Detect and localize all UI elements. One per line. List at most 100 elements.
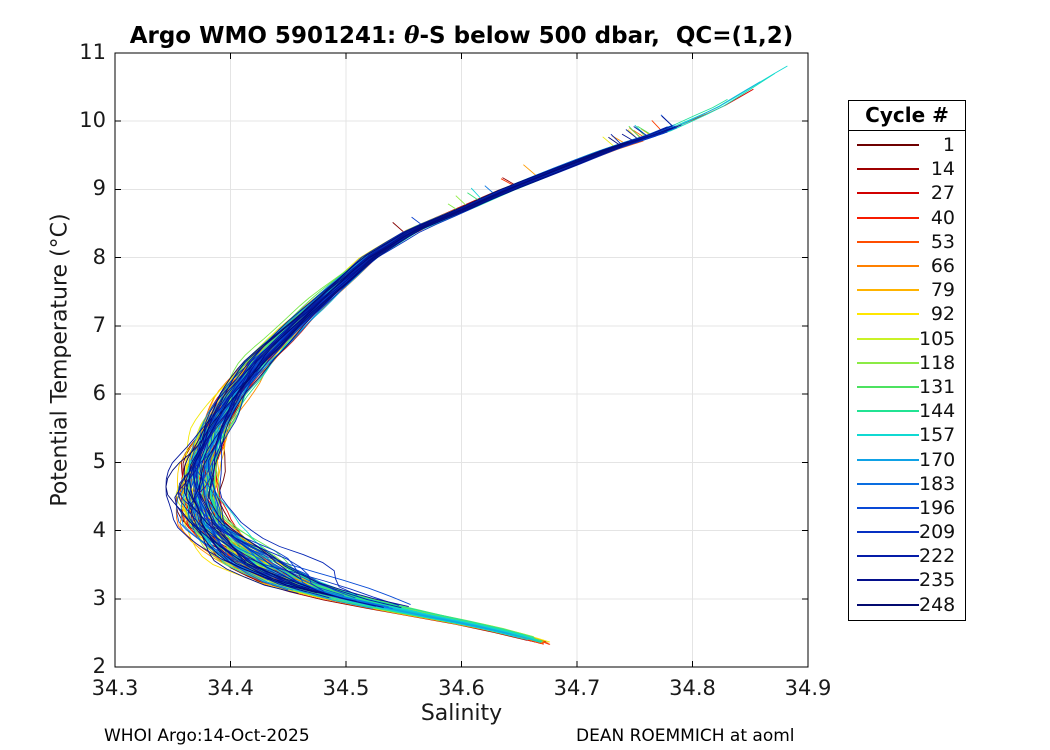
legend-entry: 92 [857, 302, 955, 326]
legend-line-sample [857, 144, 919, 147]
legend-line-sample [857, 337, 919, 340]
x-tick-label: 34.3 [91, 676, 139, 700]
legend-entry: 27 [857, 181, 955, 205]
legend-cycle-label: 92 [930, 303, 955, 326]
profile-line [207, 131, 668, 642]
legend-line-sample [857, 361, 919, 364]
legend-line-sample [857, 555, 919, 558]
legend-entry: 209 [857, 520, 955, 544]
legend-cycle-label: 118 [919, 351, 956, 374]
profile-line [206, 133, 656, 606]
legend-entry: 144 [857, 399, 955, 423]
legend-entry: 183 [857, 472, 955, 496]
legend-line-sample [857, 265, 919, 268]
legend-line-sample [857, 313, 919, 316]
legend-cycle-label: 170 [919, 448, 956, 471]
legend-cycle-label: 235 [919, 569, 956, 592]
legend-cycle-label: 14 [930, 158, 955, 181]
legend-cycle-label: 157 [919, 424, 956, 447]
x-tick-label: 34.5 [322, 676, 370, 700]
legend-entry: 53 [857, 230, 955, 254]
profile-line [183, 141, 629, 597]
legend-entry: 1 [857, 133, 955, 157]
footer-right-text: DEAN ROEMMICH at aoml [576, 726, 795, 746]
y-tick-label: 9 [92, 176, 106, 201]
legend-entry: 118 [857, 351, 955, 375]
profile-line [174, 126, 668, 587]
legend-entry: 40 [857, 206, 955, 230]
legend-line-sample [857, 216, 919, 219]
profile-line [205, 81, 761, 643]
legend-line-sample [857, 458, 919, 461]
profile-line [208, 138, 641, 580]
x-tick-label: 34.7 [553, 676, 601, 700]
legend-entries: 1 14 27 40 53 66 79 92 105 118 131 144 157 170 183 196 2… [849, 131, 965, 620]
legend-entry: 105 [857, 327, 955, 351]
x-axis-label: Salinity [420, 701, 503, 726]
y-tick-label: 11 [79, 40, 106, 64]
legend-line-sample [857, 506, 919, 509]
profiles-group [165, 65, 788, 645]
legend-line-sample [857, 410, 919, 413]
profile-line [176, 114, 673, 579]
legend-divider [849, 130, 965, 131]
legend-entry: 14 [857, 157, 955, 181]
legend-entry: 66 [857, 254, 955, 278]
legend-entry: 157 [857, 423, 955, 447]
y-tick-label: 3 [92, 585, 106, 610]
y-tick-label: 6 [92, 381, 106, 406]
profile-line [210, 127, 644, 642]
legend-entry: 131 [857, 375, 955, 399]
legend-line-sample [857, 168, 919, 171]
legend-line-sample [857, 434, 919, 437]
legend-line-sample [857, 603, 919, 606]
chart-title: Argo WMO 5901241: θ-S below 500 dbar, QC… [115, 22, 808, 49]
legend: Cycle # 1 14 27 40 53 66 79 92 105 118 131 144 157 17… [848, 100, 966, 621]
profile-line [165, 143, 624, 594]
title-suffix: -S below 500 dbar, QC=(1,2) [419, 23, 794, 49]
profile-line [207, 133, 623, 607]
legend-line-sample [857, 240, 919, 243]
legend-line-sample [857, 385, 919, 388]
profile-line [199, 126, 669, 609]
profile-line [207, 124, 682, 608]
profile-line [208, 135, 657, 596]
legend-cycle-label: 248 [919, 593, 956, 616]
y-tick-label: 5 [92, 449, 106, 474]
legend-cycle-label: 196 [919, 496, 956, 519]
legend-cycle-label: 144 [919, 400, 956, 423]
profile-line [188, 138, 643, 596]
legend-cycle-label: 53 [930, 230, 955, 253]
y-tick-label: 4 [92, 517, 106, 542]
legend-cycle-label: 209 [919, 521, 956, 544]
profile-line [196, 73, 775, 636]
profile-line [177, 142, 632, 606]
profile-line [190, 133, 635, 602]
y-tick-label: 2 [92, 654, 106, 678]
legend-cycle-label: 131 [919, 375, 956, 398]
title-theta-symbol: θ [404, 22, 420, 49]
legend-cycle-label: 105 [919, 327, 956, 350]
legend-cycle-label: 183 [919, 472, 956, 495]
legend-cycle-label: 27 [930, 182, 955, 205]
legend-cycle-label: 222 [919, 545, 956, 568]
x-tick-label: 34.6 [438, 676, 485, 700]
y-tick-label: 7 [92, 312, 106, 337]
title-prefix: Argo WMO 5901241: [129, 23, 405, 49]
legend-line-sample [857, 192, 919, 195]
x-tick-label: 34.4 [207, 676, 254, 700]
legend-entry: 248 [857, 593, 955, 617]
legend-entry: 196 [857, 496, 955, 520]
y-tick-label: 8 [92, 244, 106, 269]
legend-title: Cycle # [865, 103, 949, 127]
legend-cycle-label: 79 [930, 279, 955, 302]
legend-cycle-label: 40 [930, 206, 955, 229]
legend-entry: 170 [857, 448, 955, 472]
y-tick-label: 10 [79, 108, 106, 133]
legend-line-sample [857, 579, 919, 582]
legend-entry: 222 [857, 544, 955, 568]
profile-line [219, 125, 676, 596]
legend-cycle-label: 1 [942, 134, 955, 157]
axes-box [114, 52, 809, 668]
